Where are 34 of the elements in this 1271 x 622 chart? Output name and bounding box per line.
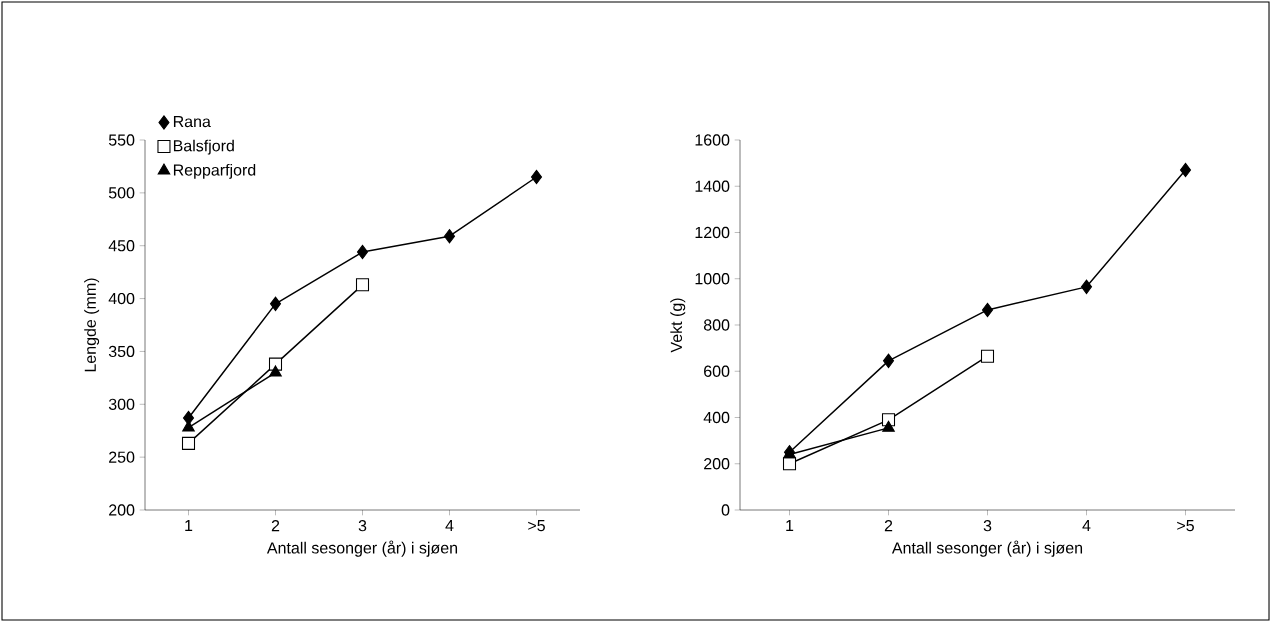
x-axis-title: Antall sesonger (år) i sjøen: [266, 540, 458, 557]
y-tick-label: 1600: [695, 134, 730, 146]
y-tick-label: 1400: [695, 180, 730, 192]
legend-label: Balsfjord: [173, 139, 234, 155]
x-tick-label: >5: [1177, 520, 1194, 532]
legend-label: Repparfjord: [173, 163, 256, 179]
y-tick-label: 350: [108, 345, 135, 358]
x-tick-label: 1: [786, 520, 794, 532]
x-axis-title: Antall sesonger (år) i sjøen: [891, 540, 1083, 557]
x-tick-label: >5: [528, 520, 545, 532]
y-axis-title: Vekt (g): [670, 298, 686, 353]
x-tick-label: 2: [884, 520, 893, 532]
y-tick-label: 600: [704, 365, 730, 377]
y-tick-label: 400: [703, 411, 730, 424]
y-tick-label: 300: [108, 398, 135, 410]
y-tick-label: 500: [108, 187, 135, 199]
y-tick-label: 200: [109, 504, 135, 516]
x-tick-label: 4: [1082, 520, 1091, 532]
y-tick-label: 400: [108, 292, 135, 305]
y-tick-label: 250: [109, 451, 135, 463]
x-tick-label: 3: [358, 520, 367, 532]
legend-label: Rana: [173, 116, 211, 128]
y-tick-label: 800: [703, 319, 730, 331]
x-tick-label: 4: [445, 520, 454, 532]
x-tick-label: 3: [983, 520, 992, 532]
y-tick-label: 1200: [695, 226, 730, 239]
y-tick-label: 450: [108, 240, 135, 252]
y-tick-label: 200: [704, 458, 730, 470]
y-tick-label: 550: [108, 134, 135, 146]
y-tick-label: 1000: [695, 273, 730, 285]
x-tick-label: 2: [271, 520, 280, 532]
x-tick-label: 1: [185, 520, 193, 532]
y-tick-label: 0: [721, 504, 730, 516]
y-axis-title: Lengde (mm): [84, 278, 100, 372]
